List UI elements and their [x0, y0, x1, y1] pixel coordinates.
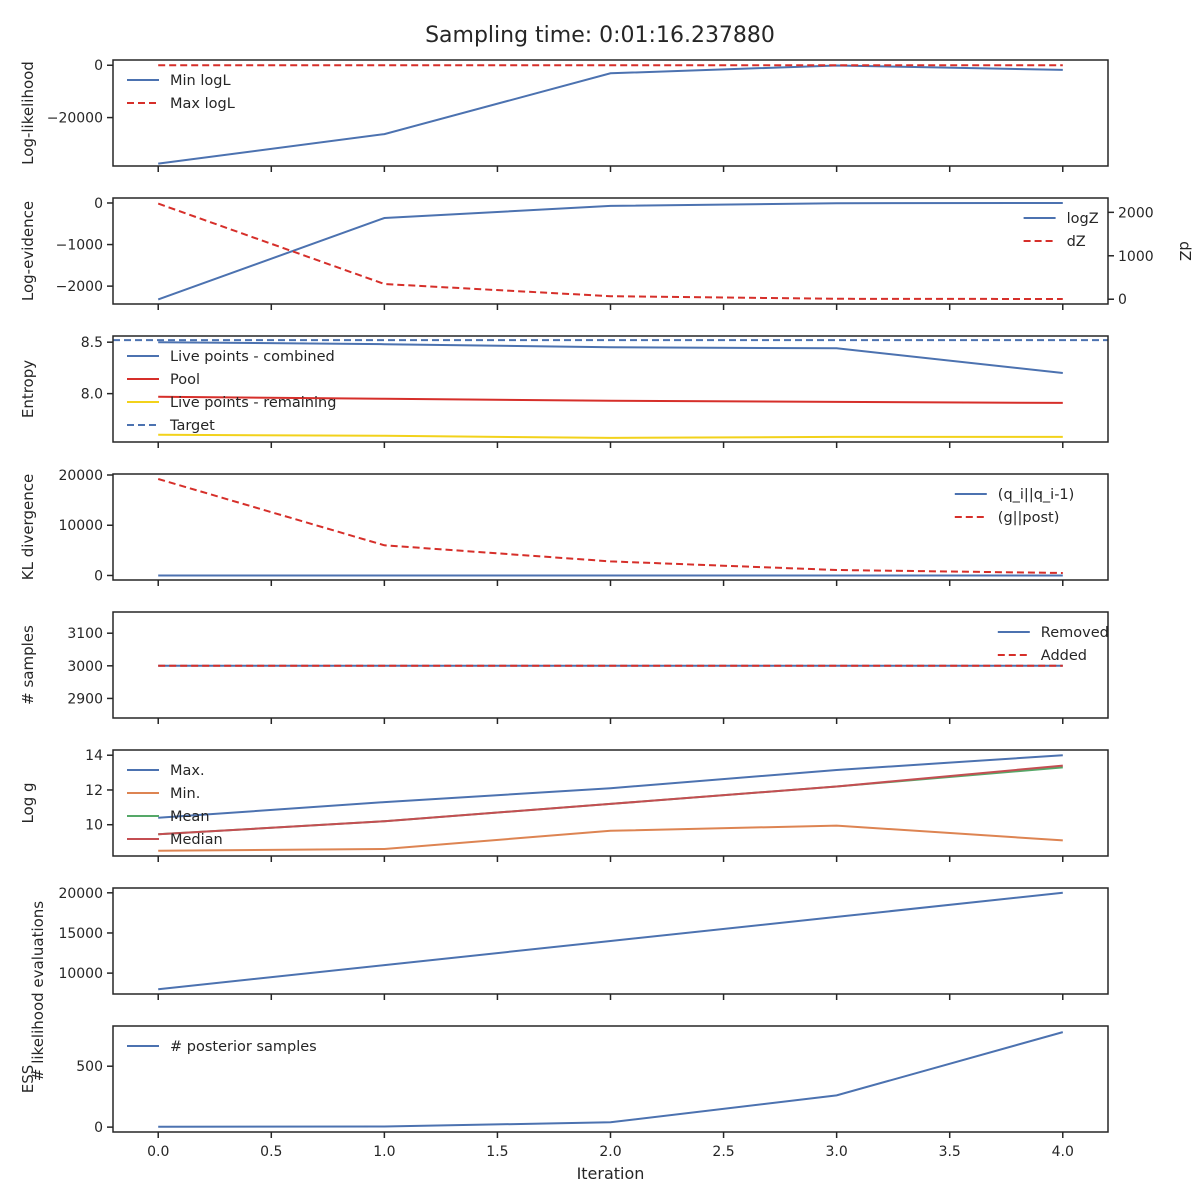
series-line-g-post: [157, 478, 1063, 574]
legend-label: Live points - remaining: [170, 395, 336, 411]
series-line-max: [158, 754, 1063, 819]
y-axis-label: Log-likelihood: [19, 61, 37, 165]
y-tick-label: 14: [85, 748, 103, 764]
series-group: [158, 64, 1063, 165]
y-axis-label: ESS: [19, 1065, 37, 1094]
legend-label: Removed: [1041, 625, 1109, 641]
legend-label: Max.: [170, 763, 205, 779]
y-axis-label: KL divergence: [19, 474, 37, 580]
legend-label: (q_i||q_i-1): [998, 487, 1075, 503]
series-line-median: [158, 764, 1063, 836]
legend-label: # posterior samples: [170, 1039, 317, 1055]
y-tick-label: 15000: [58, 926, 103, 942]
y-axis-label: # likelihood evaluations: [29, 901, 47, 1081]
legend-label: Median: [170, 832, 223, 848]
series-group: [157, 202, 1063, 301]
series-line-line-0: [158, 891, 1063, 991]
series-line-pool: [158, 395, 1063, 404]
legend-label: (g||post): [998, 510, 1060, 526]
y-tick-label: −20000: [47, 111, 103, 127]
series-group: [157, 478, 1063, 577]
x-tick-label: 1.5: [486, 1144, 508, 1160]
y-axis-label: Log-evidence: [19, 201, 37, 301]
legend-label: Mean: [170, 809, 210, 825]
panel-1: 0 −20000 Log-likelihood Min logL Max logL: [19, 58, 1109, 172]
x-tick-label: 3.0: [826, 1144, 848, 1160]
x-tick-label: 2.0: [599, 1144, 621, 1160]
x-tick-label: 1.0: [373, 1144, 395, 1160]
legend-label: Min.: [170, 786, 200, 802]
y-axis-label: # samples: [19, 625, 37, 705]
x-tick-label: 4.0: [1052, 1144, 1074, 1160]
series-group: [158, 1031, 1064, 1128]
y-tick-label: 0: [94, 1120, 103, 1136]
legend-label: Target: [169, 418, 215, 434]
y-axis-label: Log g: [19, 782, 37, 823]
y-tick-label: 3000: [67, 659, 103, 675]
y-tick-label: 500: [76, 1059, 103, 1075]
y-tick-label: 10000: [58, 966, 103, 982]
legend-label: Added: [1041, 648, 1087, 664]
x-tick-label: 0.5: [260, 1144, 282, 1160]
y-tick-label: 2900: [67, 691, 103, 707]
plot-frame: [112, 473, 1109, 581]
y-tick-label: 12: [85, 783, 103, 799]
y-right-axis-label: dZ: [1176, 241, 1194, 261]
panel-6: 14 12 10 Log g Max. Min. Mean Median: [19, 748, 1109, 862]
legend-label: Max logL: [170, 96, 235, 112]
y-right-tick-label: 1000: [1118, 249, 1154, 265]
y-tick-label: 3100: [67, 626, 103, 642]
series-line-live-points-remaining: [158, 433, 1063, 439]
legend-label: dZ: [1067, 234, 1086, 250]
y-tick-label: 0: [94, 568, 103, 584]
panel-5: 3100 3000 2900 # samples Removed Added: [19, 611, 1109, 724]
series-group: [158, 891, 1063, 991]
y-right-tick-label: 2000: [1118, 205, 1154, 221]
plot-frame: [112, 197, 1109, 305]
y-tick-label: 10: [85, 818, 103, 834]
x-tick-label: 2.5: [712, 1144, 734, 1160]
x-tick-label: 3.5: [939, 1144, 961, 1160]
y-tick-label: 8.5: [81, 335, 103, 351]
panel-7: 20000 15000 10000 # likelihood evaluations: [29, 886, 1109, 1081]
y-tick-label: 8.0: [81, 387, 103, 403]
series-group: [158, 754, 1063, 852]
panel-2: 0 −1000 −2000 0 1000 2000 dZ Log-evidence logZ dZ: [19, 196, 1194, 310]
y-axis-label: Entropy: [19, 360, 37, 418]
legend-label: Min logL: [170, 73, 231, 89]
series-line-logz: [157, 202, 1063, 301]
y-tick-label: −1000: [56, 238, 103, 254]
series-line-posterior-samples: [158, 1031, 1064, 1128]
y-tick-label: −2000: [56, 279, 103, 295]
panel-3: 8.5 8.0 Entropy Live points - combined Pool L…: [19, 335, 1109, 448]
series-group: [113, 339, 1108, 439]
figure-title: Sampling time: 0:01:16.237880: [425, 23, 775, 48]
y-right-tick-label: 0: [1118, 292, 1127, 308]
y-tick-label: 0: [94, 196, 103, 212]
legend-label: Pool: [170, 372, 200, 388]
y-tick-label: 0: [94, 58, 103, 74]
series-line-dz: [157, 202, 1063, 300]
x-axis-label: Iteration: [577, 1164, 645, 1183]
y-tick-label: 20000: [58, 886, 103, 902]
y-tick-label: 20000: [58, 468, 103, 484]
series-line-min-logl: [158, 64, 1063, 165]
series-line-min: [158, 824, 1063, 852]
panel-4: 20000 10000 0 KL divergence (q_i||q_i-1) (g||…: [19, 468, 1109, 586]
legend-label: logZ: [1067, 211, 1099, 227]
series-line-live-points-combined: [158, 341, 1063, 374]
y-tick-label: 10000: [58, 518, 103, 534]
x-tick-label: 0.0: [147, 1144, 169, 1160]
legend-label: Live points - combined: [170, 349, 335, 365]
panel-8: 500 0 0.0 0.5 1.0 1.5 2.0 2.5 3.0 3.5 4.0 Iteration…: [19, 1025, 1109, 1183]
